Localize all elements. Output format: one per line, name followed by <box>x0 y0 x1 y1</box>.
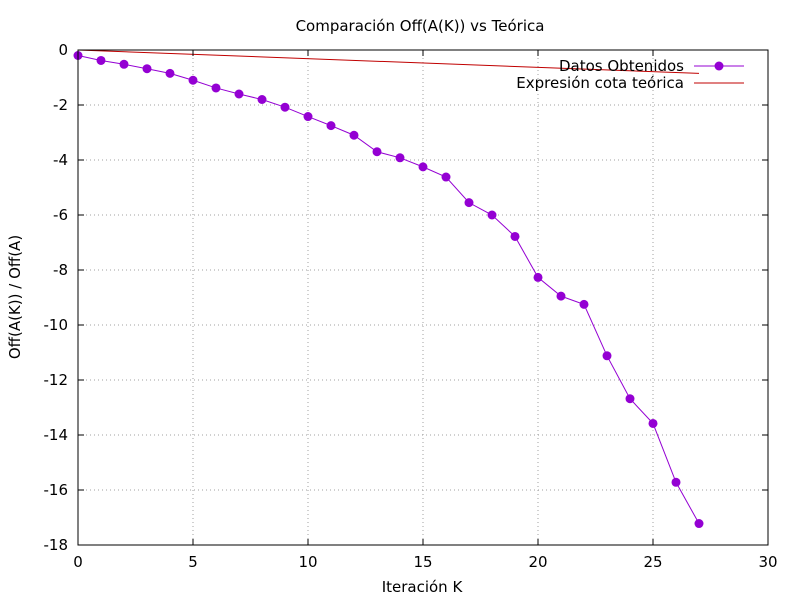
y-tick-label: -10 <box>44 316 69 334</box>
series-datos-obtenidos <box>73 51 704 529</box>
x-axis-label: Iteración K <box>382 578 464 596</box>
data-point <box>372 147 382 157</box>
y-tick-label: 0 <box>58 41 68 59</box>
data-point <box>671 477 681 487</box>
data-point <box>96 55 106 65</box>
data-point <box>648 418 658 428</box>
series-cota-teorica <box>77 49 700 74</box>
series-layer <box>73 49 704 529</box>
data-point <box>303 112 313 122</box>
x-tick-label: 10 <box>298 553 317 571</box>
y-tick-label: -12 <box>44 371 69 389</box>
y-tick-label: -2 <box>53 96 68 114</box>
data-point <box>257 95 267 104</box>
data-point <box>349 130 359 140</box>
y-tick-label: -18 <box>44 536 69 554</box>
data-point <box>165 68 175 78</box>
axis-ticks: 0 5 10 15 20 25 30 0 -2 -4 -6 -8 -10 -12 -14 -16 -18 <box>44 41 778 571</box>
data-point <box>556 291 566 301</box>
x-tick-label: 5 <box>188 553 198 571</box>
data-point <box>533 272 543 282</box>
data-point <box>326 121 336 131</box>
data-point <box>487 210 497 220</box>
grid-lines <box>78 50 768 545</box>
data-point <box>142 64 152 74</box>
series-line <box>77 49 700 74</box>
data-point <box>441 172 451 182</box>
data-point <box>280 102 290 112</box>
data-point <box>464 198 474 208</box>
x-tick-label: 0 <box>73 553 83 571</box>
data-point <box>602 351 612 361</box>
x-tick-label: 20 <box>528 553 547 571</box>
data-point <box>625 394 635 404</box>
legend-marker <box>714 61 724 71</box>
legend-label: Expresión cota teórica <box>516 74 684 92</box>
y-tick-label: -6 <box>53 206 68 224</box>
series-line <box>77 55 700 524</box>
data-point <box>188 75 198 85</box>
y-axis-label: Off(A(K)) / Off(A) <box>6 235 24 359</box>
data-point <box>510 231 520 241</box>
data-point <box>694 519 704 529</box>
data-point <box>119 59 129 69</box>
x-tick-label: 30 <box>758 553 777 571</box>
y-tick-label: -4 <box>53 151 68 169</box>
y-tick-label: -8 <box>53 261 68 279</box>
x-tick-label: 25 <box>643 553 662 571</box>
legend-label: Datos Obtenidos <box>559 57 684 75</box>
x-tick-label: 15 <box>413 553 432 571</box>
data-point <box>579 299 589 309</box>
y-tick-label: -16 <box>44 481 69 499</box>
data-point <box>234 89 244 99</box>
data-point <box>395 153 405 163</box>
data-point <box>418 162 428 172</box>
data-point <box>211 83 221 93</box>
chart-title: Comparación Off(A(K)) vs Teórica <box>296 17 545 35</box>
y-tick-label: -14 <box>44 426 69 444</box>
